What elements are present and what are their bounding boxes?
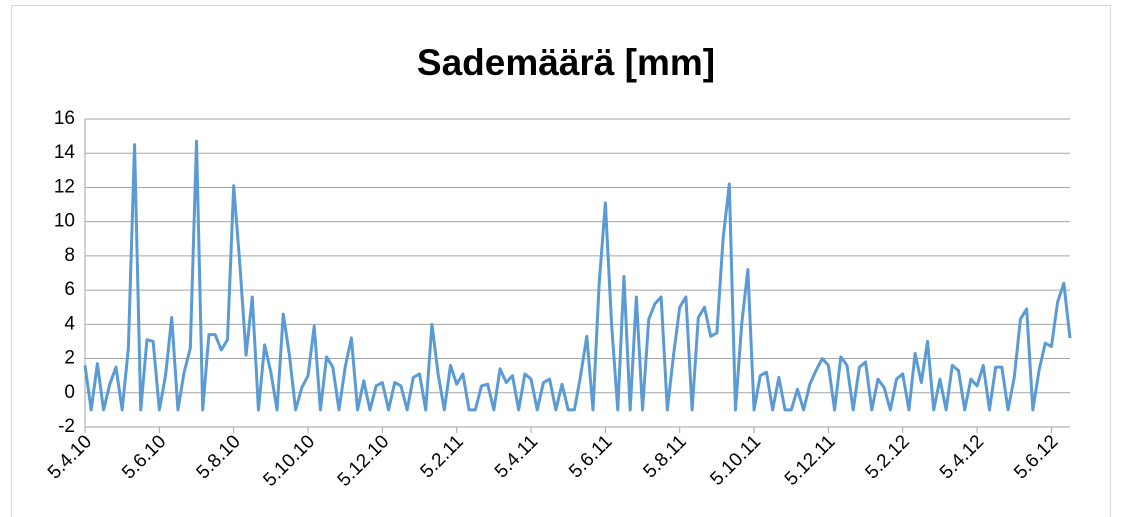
y-tick-label: 0 — [64, 382, 75, 403]
y-tick-label: 12 — [54, 176, 75, 197]
y-tick-label: 8 — [64, 245, 75, 266]
y-tick-label: 14 — [54, 142, 76, 163]
y-tick-label: -2 — [58, 416, 75, 437]
chart-title: Sademäärä [mm] — [417, 42, 715, 83]
y-tick-label: 6 — [64, 279, 75, 300]
y-tick-label: 2 — [64, 348, 75, 369]
chart-border — [11, 5, 1111, 517]
data-line — [83, 139, 1072, 412]
y-tick-label: 4 — [64, 313, 75, 334]
y-tick-label: 10 — [54, 211, 75, 232]
y-tick-label: 16 — [54, 108, 75, 129]
